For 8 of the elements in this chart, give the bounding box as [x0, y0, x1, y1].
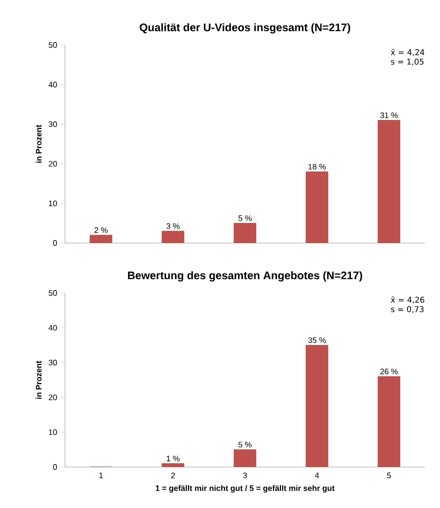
bar — [306, 344, 328, 467]
chart-title: Qualität der U-Videos insgesamt (N=217) — [140, 23, 350, 34]
chart-title: Bewertung des gesamten Angebotes (N=217) — [128, 271, 362, 282]
bar — [234, 449, 256, 467]
bar — [306, 172, 328, 243]
bar — [234, 222, 256, 243]
bar — [378, 376, 400, 467]
bar — [378, 120, 400, 243]
